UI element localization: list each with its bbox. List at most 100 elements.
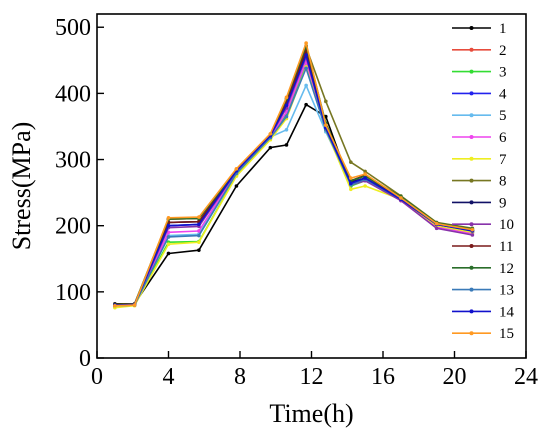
legend-label-8: 8: [499, 174, 507, 190]
legend-marker-13: [469, 287, 474, 292]
y-tick-label-5: 500: [55, 15, 91, 41]
x-tick-label-2: 8: [234, 364, 246, 390]
x-tick-label-0: 0: [91, 364, 103, 390]
x-axis-title: Time(h): [269, 399, 353, 428]
series-point-15-10: [363, 172, 367, 176]
y-tick-label-1: 100: [55, 280, 91, 306]
series-1: [113, 102, 475, 306]
legend-label-7: 7: [499, 152, 507, 168]
series-point-5-7: [304, 83, 308, 88]
series-point-15-12: [434, 221, 439, 226]
legend-label-4: 4: [499, 86, 507, 102]
legend-label-2: 2: [499, 43, 507, 59]
series-line-15: [114, 42, 473, 307]
series-point-7-2: [166, 242, 171, 247]
y-axis-title: Stress(MPa): [7, 122, 36, 251]
x-tick-label-1: 4: [163, 364, 175, 390]
legend-label-14: 14: [499, 304, 515, 320]
series-point-10-12: [434, 226, 439, 231]
series-point-8-8: [324, 99, 328, 104]
y-tick-label-0: 0: [79, 346, 91, 372]
series-point-1-6: [284, 143, 289, 147]
series-point-8-10: [363, 169, 367, 174]
series-7: [113, 65, 475, 310]
series-point-14-10: [363, 176, 367, 180]
legend-marker-8: [469, 178, 474, 183]
series-14: [113, 53, 475, 307]
legend-marker-15: [469, 331, 474, 336]
legend-marker-14: [469, 309, 474, 314]
series-point-1-3: [197, 248, 201, 252]
legend-label-12: 12: [499, 261, 514, 277]
series-point-13-2: [166, 235, 171, 239]
series-point-15-6: [284, 95, 289, 100]
series-point-7-3: [197, 240, 201, 245]
x-tick-label-6: 24: [514, 364, 538, 390]
series-point-15-8: [324, 123, 328, 127]
y-tick-label-3: 300: [55, 148, 91, 174]
series-point-15-0: [113, 303, 117, 308]
series-point-13-7: [304, 66, 308, 71]
series-point-5-6: [284, 127, 289, 132]
series-point-7-9: [349, 187, 353, 192]
series-point-15-11: [399, 196, 403, 200]
series-point-13-6: [284, 114, 289, 119]
series-point-6-3: [197, 229, 201, 233]
plot-lines: [113, 41, 475, 310]
series-15: [113, 41, 475, 308]
legend-label-3: 3: [499, 65, 507, 81]
series-point-10-13: [470, 233, 475, 237]
series-point-13-3: [197, 233, 201, 238]
legend-label-11: 11: [499, 239, 513, 255]
series-point-14-7: [304, 53, 308, 57]
legend-label-15: 15: [499, 326, 514, 342]
series-line-13: [114, 67, 473, 307]
legend-marker-1: [469, 26, 474, 30]
series-point-15-3: [197, 215, 201, 219]
series-point-1-4: [234, 184, 239, 188]
series-point-8-9: [349, 160, 353, 164]
y-tick-label-2: 200: [55, 214, 91, 240]
series-line-10: [114, 56, 473, 307]
x-tick-label-4: 16: [371, 364, 395, 390]
x-tick-label-3: 12: [300, 364, 324, 390]
legend-marker-10: [469, 222, 474, 227]
series-5: [113, 83, 475, 308]
series-point-1-2: [166, 251, 171, 256]
series-line-14: [114, 54, 473, 306]
legend-label-9: 9: [499, 195, 507, 211]
series-point-1-7: [304, 102, 308, 107]
legend-marker-3: [469, 69, 474, 74]
series-point-15-5: [268, 131, 273, 136]
series-13: [113, 66, 475, 308]
series-point-7-10: [363, 184, 367, 188]
series-point-14-6: [284, 103, 289, 108]
series-point-15-13: [470, 227, 475, 232]
series-point-15-7: [304, 41, 308, 45]
series-point-14-9: [349, 181, 353, 186]
legend-label-10: 10: [499, 217, 514, 233]
series-point-15-4: [234, 167, 239, 171]
legend-label-5: 5: [499, 108, 507, 124]
legend-label-6: 6: [499, 130, 507, 146]
series-line-5: [114, 84, 473, 307]
series-line-1: [114, 103, 473, 305]
legend-marker-11: [469, 244, 474, 248]
legend-marker-5: [469, 113, 474, 118]
series-point-14-3: [197, 222, 201, 227]
legend-marker-6: [469, 135, 474, 139]
series-point-15-2: [166, 215, 171, 220]
legend-label-13: 13: [499, 283, 514, 299]
series-line-7: [114, 66, 473, 309]
x-tick-label-5: 20: [443, 364, 467, 390]
y-tick-label-4: 400: [55, 81, 91, 107]
legend-label-1: 1: [499, 21, 507, 37]
legend-marker-9: [469, 200, 474, 205]
legend-marker-2: [469, 47, 474, 52]
series-point-15-1: [132, 303, 137, 307]
series-point-15-9: [349, 176, 353, 180]
legend-marker-4: [469, 91, 474, 96]
